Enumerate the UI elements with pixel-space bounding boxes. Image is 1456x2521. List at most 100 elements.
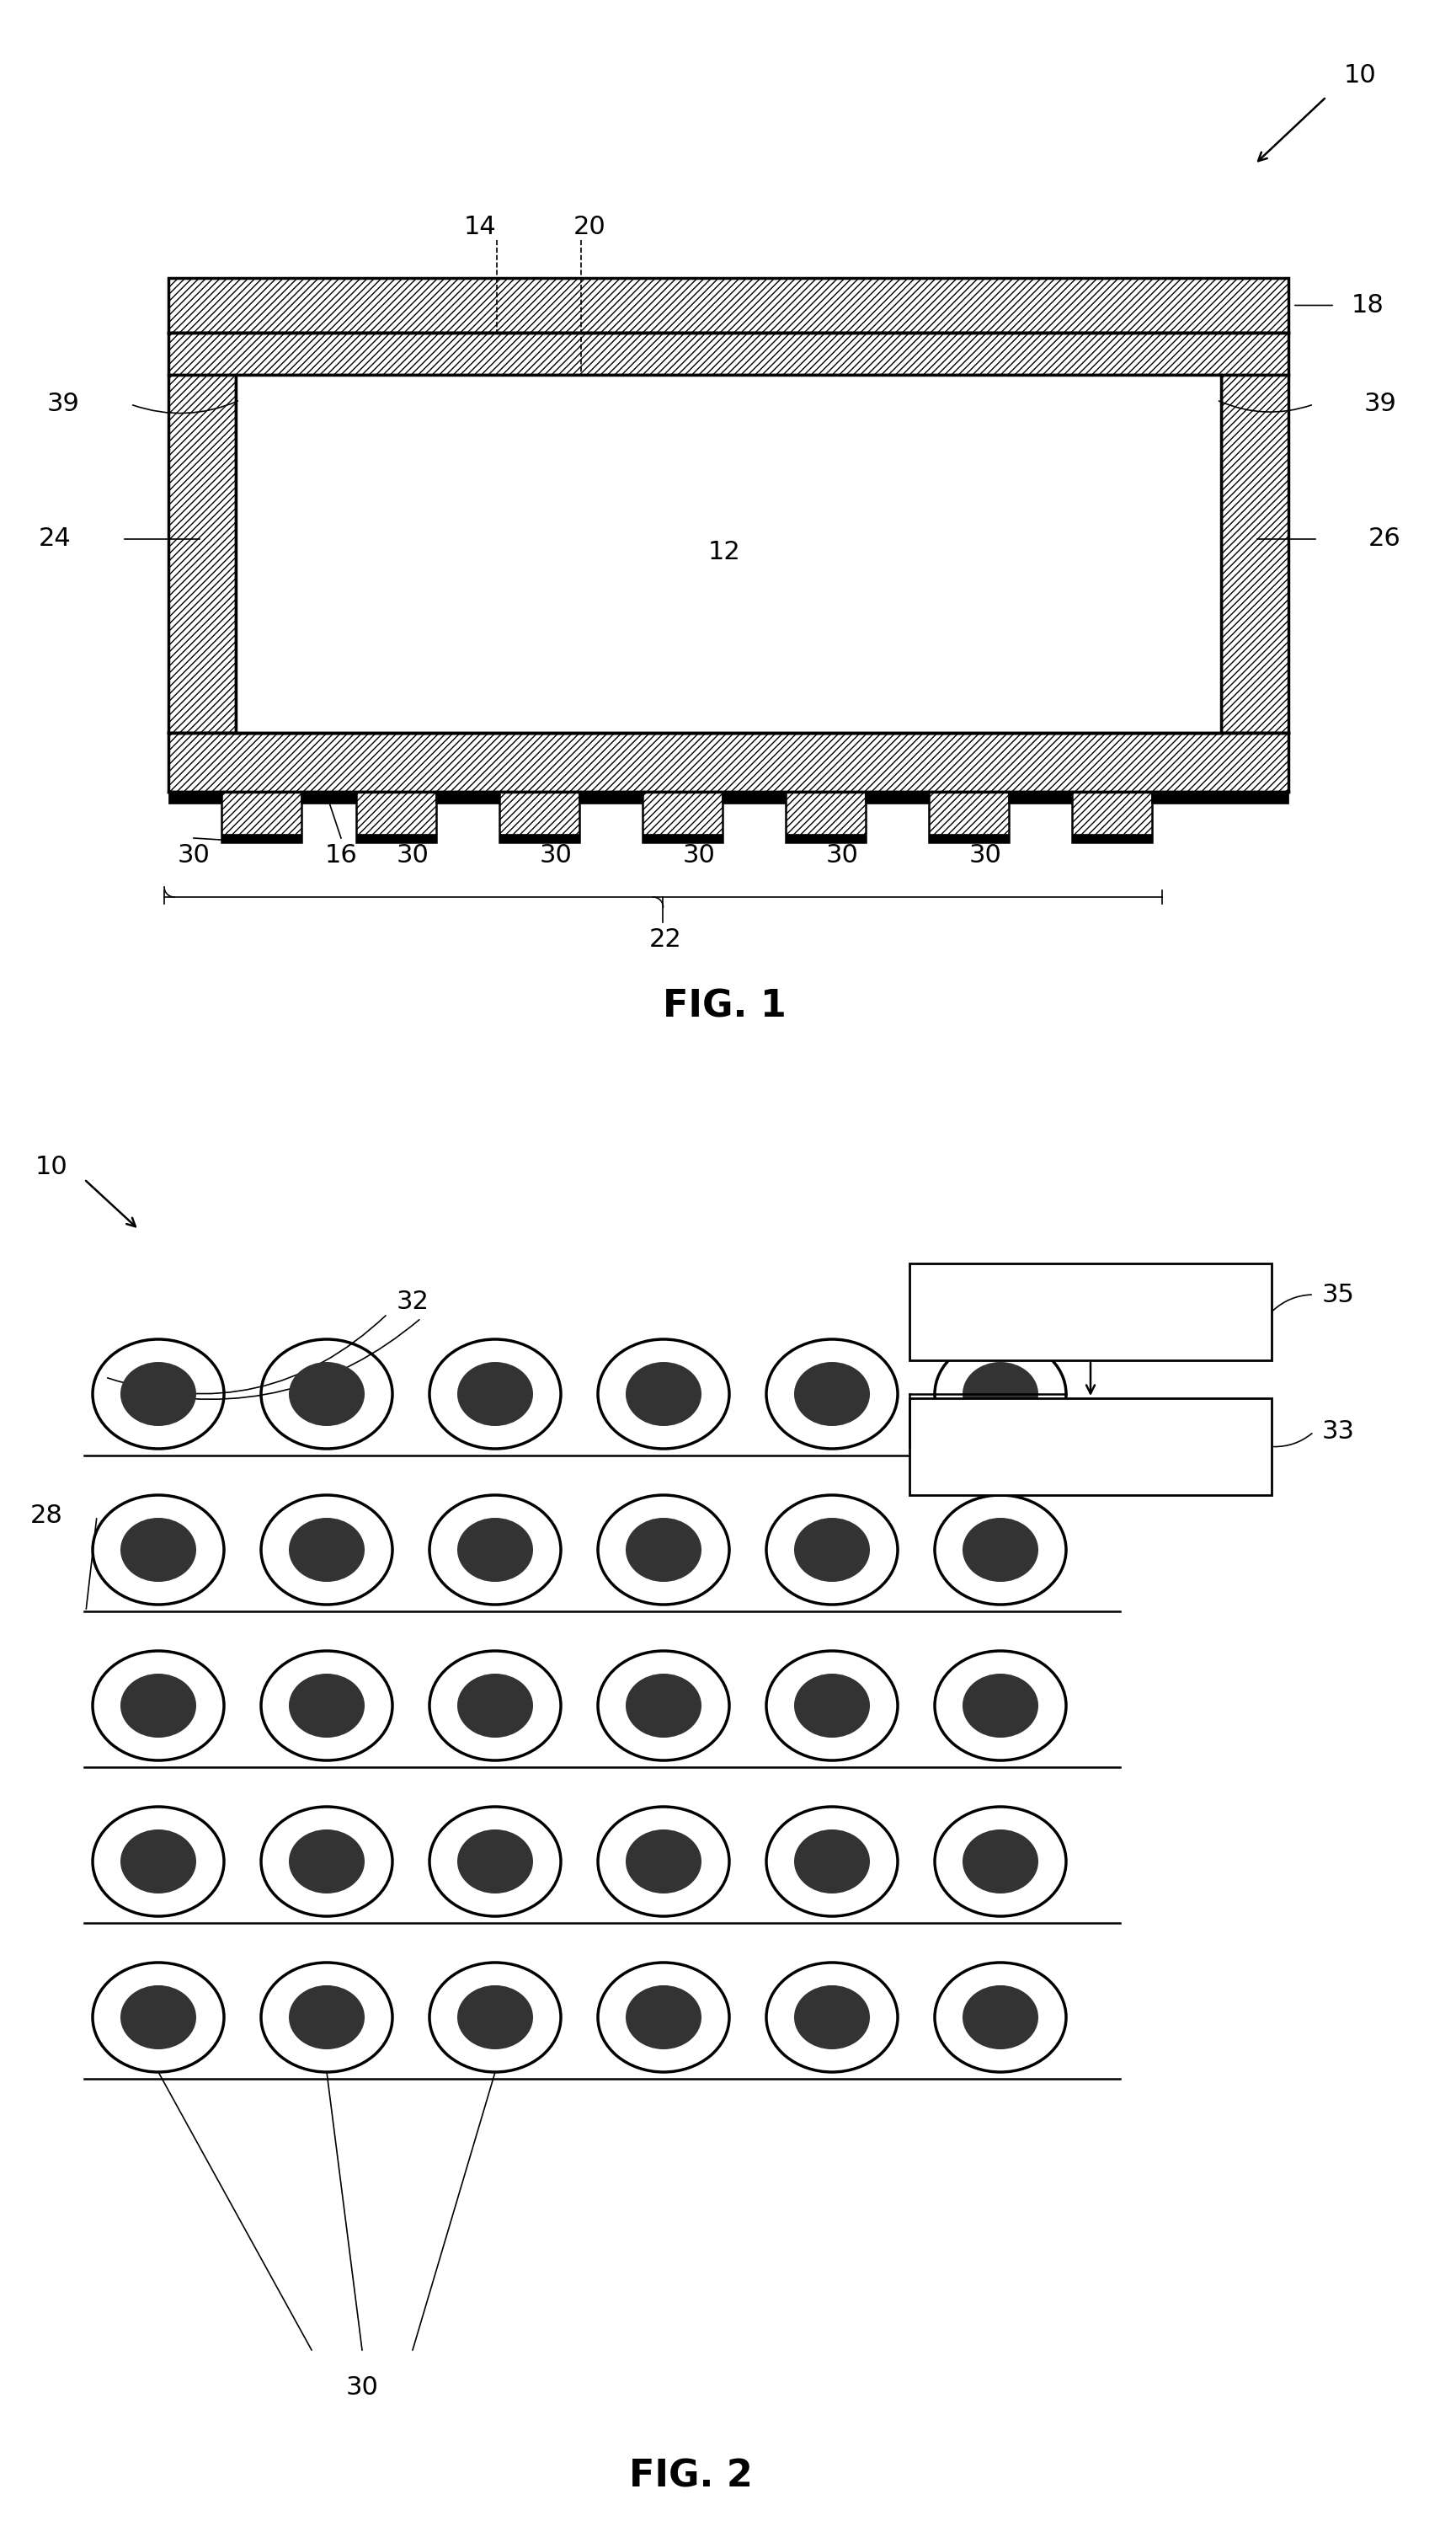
Text: 28: 28 [31, 1505, 63, 1528]
Bar [435, 792, 499, 804]
Ellipse shape [261, 1495, 393, 1603]
Ellipse shape [626, 1361, 702, 1427]
Text: Bias: Bias [1066, 1422, 1115, 1447]
Text: 39: 39 [1364, 393, 1396, 416]
Ellipse shape [457, 1361, 533, 1427]
Ellipse shape [962, 1674, 1038, 1737]
Ellipse shape [121, 1361, 197, 1427]
Ellipse shape [626, 1674, 702, 1737]
Text: 22: 22 [649, 928, 681, 950]
Text: 10: 10 [35, 1155, 67, 1180]
Bar [357, 792, 437, 842]
Text: 35: 35 [1322, 1283, 1356, 1306]
Bar [786, 834, 866, 842]
Ellipse shape [598, 1651, 729, 1760]
Bar [642, 834, 722, 842]
Ellipse shape [261, 1339, 393, 1450]
Text: 26: 26 [1369, 527, 1401, 552]
Ellipse shape [766, 1339, 898, 1450]
Text: 33: 33 [1322, 1419, 1356, 1445]
Text: 32: 32 [396, 1288, 430, 1313]
Ellipse shape [626, 1987, 702, 2050]
Text: 30: 30 [345, 2375, 379, 2400]
Bar [300, 792, 357, 804]
Text: Flux rate: Flux rate [1038, 1288, 1143, 1311]
Ellipse shape [794, 1674, 869, 1737]
Ellipse shape [288, 1674, 364, 1737]
Ellipse shape [962, 1987, 1038, 2050]
Bar [1152, 792, 1289, 804]
Text: 30: 30 [968, 842, 1002, 867]
Ellipse shape [430, 1651, 561, 1760]
Ellipse shape [598, 1961, 729, 2072]
Bar [169, 277, 1289, 333]
Text: control signal: control signal [1012, 1316, 1169, 1341]
Bar [1072, 834, 1152, 842]
Ellipse shape [794, 1361, 869, 1427]
Bar [910, 1263, 1271, 1361]
Text: control signal: control signal [1012, 1452, 1169, 1475]
Text: 16: 16 [325, 842, 357, 867]
Ellipse shape [121, 1674, 197, 1737]
Bar [1222, 376, 1289, 734]
Bar [169, 792, 221, 804]
Text: 30: 30 [396, 842, 430, 867]
Bar [929, 792, 1009, 842]
Text: 30: 30 [178, 842, 210, 867]
Text: 30: 30 [683, 842, 715, 867]
Ellipse shape [121, 1987, 197, 2050]
Bar [499, 792, 579, 842]
Ellipse shape [121, 1518, 197, 1581]
Ellipse shape [430, 1339, 561, 1450]
Text: 39: 39 [47, 393, 80, 416]
Bar [722, 792, 786, 804]
Ellipse shape [766, 1961, 898, 2072]
Ellipse shape [93, 1651, 224, 1760]
Text: 14: 14 [463, 214, 496, 239]
Bar [642, 792, 722, 842]
Ellipse shape [457, 1987, 533, 2050]
Ellipse shape [794, 1987, 869, 2050]
Bar [169, 734, 1289, 792]
Bar [357, 834, 437, 842]
Ellipse shape [794, 1830, 869, 1893]
Text: 20: 20 [574, 214, 606, 239]
Ellipse shape [935, 1651, 1066, 1760]
Bar [786, 792, 866, 842]
Bar [865, 792, 929, 804]
Bar [221, 834, 301, 842]
Ellipse shape [288, 1361, 364, 1427]
Ellipse shape [430, 1808, 561, 1916]
Ellipse shape [93, 1495, 224, 1603]
Text: 18: 18 [1351, 292, 1385, 318]
Ellipse shape [626, 1518, 702, 1581]
Ellipse shape [288, 1518, 364, 1581]
Bar [1072, 792, 1152, 842]
Ellipse shape [962, 1830, 1038, 1893]
Ellipse shape [766, 1808, 898, 1916]
Ellipse shape [93, 1808, 224, 1916]
Ellipse shape [457, 1830, 533, 1893]
Ellipse shape [935, 1961, 1066, 2072]
Bar [169, 333, 1289, 376]
Ellipse shape [794, 1518, 869, 1581]
Ellipse shape [626, 1830, 702, 1893]
Bar [578, 792, 642, 804]
Ellipse shape [598, 1339, 729, 1450]
Ellipse shape [962, 1518, 1038, 1581]
Ellipse shape [457, 1518, 533, 1581]
Ellipse shape [935, 1808, 1066, 1916]
Ellipse shape [261, 1961, 393, 2072]
Bar [1008, 792, 1072, 804]
Ellipse shape [766, 1651, 898, 1760]
Text: 12: 12 [708, 539, 741, 565]
Ellipse shape [766, 1495, 898, 1603]
Ellipse shape [93, 1339, 224, 1450]
Text: 10: 10 [1344, 63, 1376, 88]
Text: 30: 30 [539, 842, 572, 867]
Ellipse shape [598, 1495, 729, 1603]
Bar [929, 834, 1009, 842]
Ellipse shape [261, 1651, 393, 1760]
Ellipse shape [598, 1808, 729, 1916]
Ellipse shape [457, 1674, 533, 1737]
